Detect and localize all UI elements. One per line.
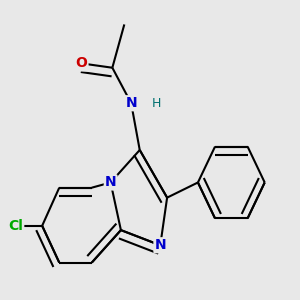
- Text: H: H: [152, 97, 161, 110]
- Text: N: N: [154, 238, 166, 252]
- Text: Cl: Cl: [8, 219, 23, 233]
- Text: O: O: [76, 56, 88, 70]
- Text: N: N: [105, 176, 116, 190]
- Text: N: N: [125, 96, 137, 110]
